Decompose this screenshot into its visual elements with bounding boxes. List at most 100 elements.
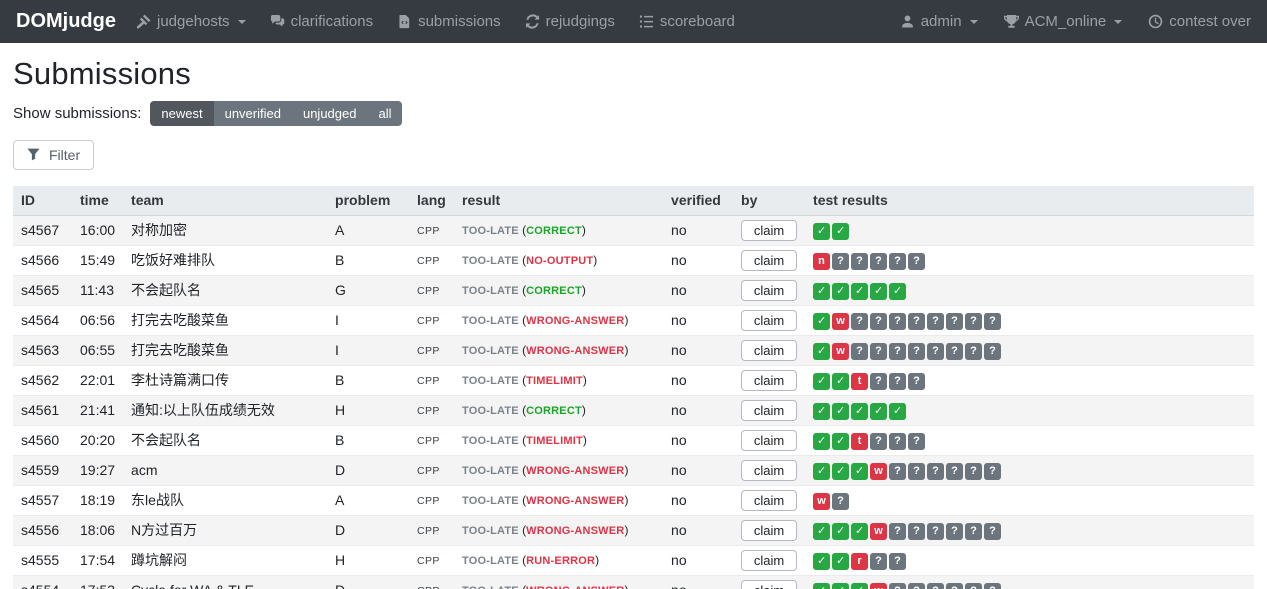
brand-domjudge[interactable]: DOMjudge [16, 10, 116, 32]
verified-status: no [663, 335, 734, 366]
test-results: w? [805, 485, 1254, 516]
result-text: TOO-LATE (WRONG-ANSWER) [462, 581, 628, 589]
language: CPP [409, 245, 455, 276]
view-button-unjudged[interactable]: unjudged [291, 101, 368, 126]
submission-time: 18:06 [72, 515, 124, 546]
test-result-badge-fail-w: w [870, 522, 888, 540]
submission-row-s4566[interactable]: s4566 15:49 吃饭好难排队 B CPP TOO-LATE (NO-OUTPUT)… [13, 245, 1254, 276]
submission-row-s4557[interactable]: s4557 18:19 东le战队 A CPP TOO-LATE (WRONG-ANSWE… [13, 485, 1254, 516]
test-result-badge-pending: ? [965, 312, 983, 330]
claim-button[interactable]: claim [741, 250, 798, 271]
problem-letter: D [327, 455, 410, 486]
submission-id: s4562 [13, 365, 72, 396]
submission-row-s4554[interactable]: s455417:53Cycle for WA & TLEDCPP TOO-LATE… [13, 575, 1254, 589]
verified-status: no [663, 215, 734, 246]
test-result-badge-correct: ✓ [851, 462, 869, 480]
nav-admin[interactable]: admin [900, 13, 978, 30]
submission-time: 17:53 [72, 575, 124, 589]
test-result-badge-pending: ? [889, 342, 907, 360]
claim-button[interactable]: claim [741, 580, 798, 589]
nav-contest-over[interactable]: contest over [1148, 13, 1251, 30]
nav-clarifications[interactable]: clarifications [270, 13, 373, 30]
test-result-badge-pending: ? [870, 372, 888, 390]
claim-button[interactable]: claim [741, 430, 798, 451]
submission-row-s4562[interactable]: s4562 22:01 李杜诗篇满口传 B CPP TOO-LATE (TIMELIMIT… [13, 365, 1254, 396]
team-name: 不会起队名 [123, 275, 328, 306]
test-result-badge-pending: ? [946, 342, 964, 360]
submission-row-s4555[interactable]: s4555 17:54 蹲坑解闷 H CPP TOO-LATE (RUN-ERROR) no… [13, 545, 1254, 576]
claim-button[interactable]: claim [741, 550, 798, 571]
test-results: ✓ ✓ r?? [805, 545, 1254, 576]
view-button-all[interactable]: all [367, 101, 403, 126]
problem-letter: I [327, 335, 410, 366]
submission-id: s4564 [13, 305, 72, 336]
test-result-badge-pending: ? [927, 342, 945, 360]
claim-button[interactable]: claim [741, 280, 798, 301]
submission-row-s4560[interactable]: s4560 20:20 不会起队名 B CPP TOO-LATE (TIMELIMIT) n… [13, 425, 1254, 456]
submission-row-s4565[interactable]: s4565 11:43 不会起队名 G CPP TOO-LATE (CORRECT) no c… [13, 275, 1254, 306]
nav-submissions[interactable]: submissions [397, 13, 501, 30]
claim-button[interactable]: claim [741, 460, 798, 481]
test-result-badge-pending: ? [965, 462, 983, 480]
nav-item-label: judgehosts [157, 13, 230, 30]
submission-row-s4556[interactable]: s4556 18:06 N方过百万 D CPP TOO-LATE (WRONG-ANSWE… [13, 515, 1254, 546]
trophy-icon [1003, 14, 1019, 29]
result: TOO-LATE (WRONG-ANSWER) [454, 575, 664, 589]
test-results: ✓✓✓w?????? [805, 515, 1254, 546]
verified-status: no [663, 485, 734, 516]
submission-id: s4565 [13, 275, 72, 306]
test-result-badge-fail-w: w [813, 492, 831, 510]
submission-id: s4560 [13, 425, 72, 456]
claim-button[interactable]: claim [741, 490, 798, 511]
team-name: 李杜诗篇满口传 [123, 365, 328, 396]
chevron-down-icon [969, 19, 978, 24]
page-title: Submissions [13, 56, 191, 91]
claim-button[interactable]: claim [741, 370, 798, 391]
test-result-badge-correct: ✓ [832, 432, 850, 450]
submission-row-s4567[interactable]: s4567 16:00 对称加密 A CPP TOO-LATE (CORRECT) no cl… [13, 215, 1254, 246]
claim-cell: claim [733, 245, 806, 276]
result-text: TOO-LATE (WRONG-ANSWER) [462, 463, 629, 477]
claim-button[interactable]: claim [741, 400, 798, 421]
result: TOO-LATE (RUN-ERROR) [454, 545, 664, 576]
nav-item-label: admin [920, 13, 962, 30]
result: TOO-LATE (TIMELIMIT) [454, 425, 664, 456]
submission-id: s4557 [13, 485, 72, 516]
claim-button[interactable]: claim [741, 520, 798, 541]
claim-button[interactable]: claim [741, 220, 798, 241]
submission-row-s4564[interactable]: s4564 06:56 打完去吃酸菜鱼 I CPP TOO-LATE (WRONG-ANS… [13, 305, 1254, 336]
nav-scoreboard[interactable]: scoreboard [639, 13, 735, 30]
team-name: 东le战队 [123, 485, 328, 516]
test-results-badges: ✓ ✓ [813, 222, 851, 240]
test-result-badge-pending: ? [908, 372, 926, 390]
nav-item-label: contest over [1169, 13, 1251, 30]
submission-row-s4561[interactable]: s4561 21:41 通知:以上队伍成绩无效 H CPP TOO-LATE (CORRE… [13, 395, 1254, 426]
problem-letter: B [327, 245, 410, 276]
nav-judgehosts[interactable]: judgehosts [136, 13, 246, 30]
submission-time: 06:56 [72, 305, 124, 336]
nav-rejudgings[interactable]: rejudgings [525, 13, 615, 30]
test-results-badges: ✓✓✓w?????? [813, 522, 1003, 540]
show-submissions-controls: Show submissions: newest unverified unjudg… [13, 101, 1254, 126]
submission-row-s4563[interactable]: s4563 06:55 打完去吃酸菜鱼 I CPP TOO-LATE (WRONG-ANS… [13, 335, 1254, 366]
test-result-badge-pending: ? [832, 252, 850, 270]
submission-row-s4559[interactable]: s4559 19:27 acm D CPP TOO-LATE (WRONG-ANSWER)… [13, 455, 1254, 486]
submission-time: 18:19 [72, 485, 124, 516]
test-result-badge-correct: ✓ [851, 522, 869, 540]
view-button-newest[interactable]: newest [150, 101, 214, 126]
nav-acm-online[interactable]: ACM_online [1003, 13, 1123, 30]
submission-time: 11:43 [72, 275, 124, 306]
column-header-time: time [72, 186, 124, 216]
claim-cell: claim [733, 305, 806, 336]
test-result-badge-fail-w: w [832, 342, 850, 360]
claim-button[interactable]: claim [741, 340, 798, 361]
test-results: ✓✓✓w?????? [805, 455, 1254, 486]
test-result-badge-pending: ? [889, 462, 907, 480]
filter-button[interactable]: Filter [13, 140, 95, 170]
claim-button[interactable]: claim [741, 310, 798, 331]
submission-id: s4555 [13, 545, 72, 576]
test-results: ✓ ✓ t??? [805, 425, 1254, 456]
test-result-badge-pending: ? [889, 582, 907, 589]
claim-cell: claim [733, 275, 806, 306]
view-button-unverified[interactable]: unverified [213, 101, 292, 126]
